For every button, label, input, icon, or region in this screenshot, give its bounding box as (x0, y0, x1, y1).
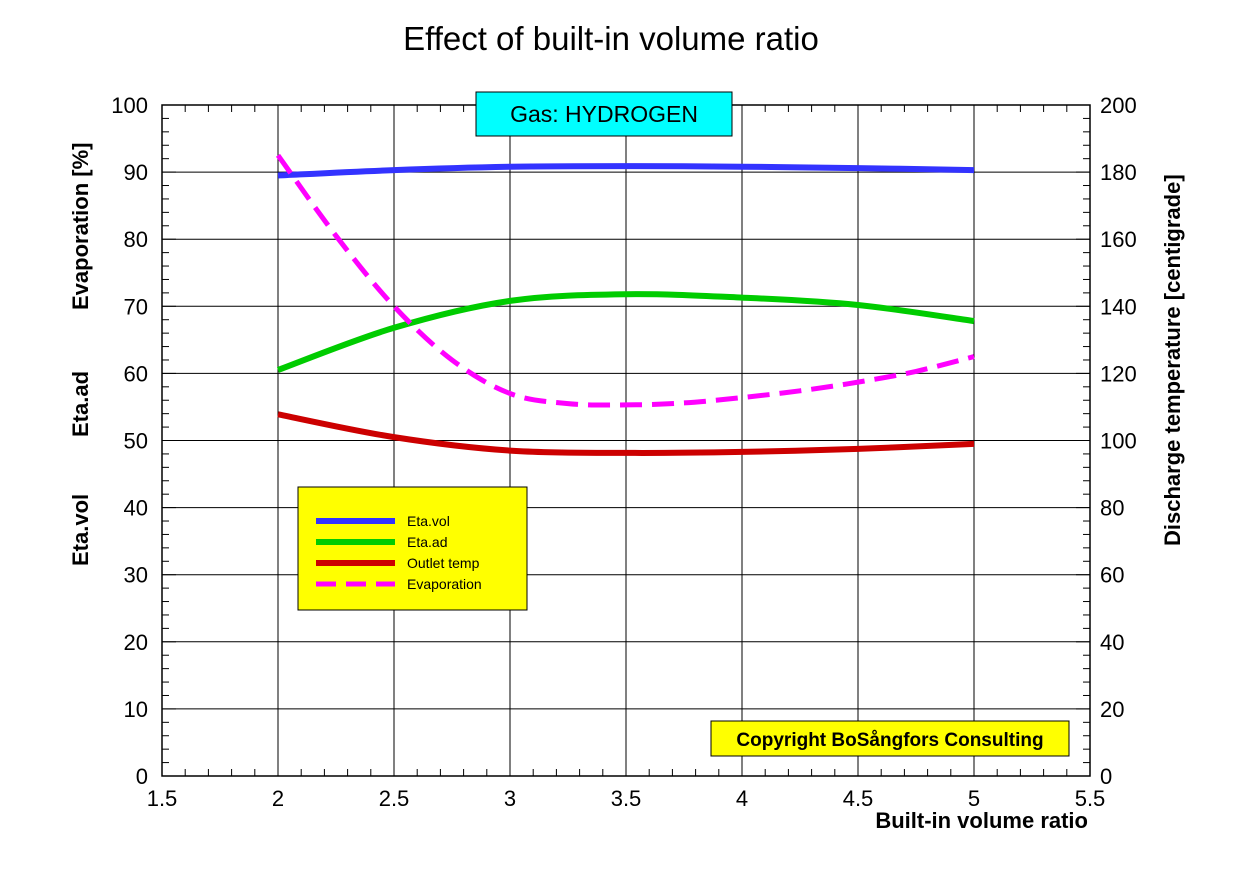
series-line-outlet-temp (277, 411, 975, 456)
legend-label-outlet-temp: Outlet temp (407, 555, 480, 571)
y-right-tick-label: 20 (1100, 697, 1124, 722)
y-right-tick-label: 0 (1100, 764, 1112, 789)
copyright-label: Copyright BoSångfors Consulting (736, 730, 1043, 751)
x-tick-label: 5.5 (1075, 786, 1106, 811)
y-left-tick-label: 40 (124, 496, 148, 521)
plot-lines (275, 153, 975, 456)
y-axis-label-evaporation: Evaporation [%] (68, 143, 93, 310)
y-axis-label-eta-vol: Eta.vol (68, 494, 93, 566)
x-tick-label: 2.5 (379, 786, 410, 811)
y-left-tick-label: 70 (124, 294, 148, 319)
y-right-tick-label: 80 (1100, 496, 1124, 521)
y-left-tick-label: 80 (124, 227, 148, 252)
x-axis-label: Built-in volume ratio (875, 808, 1088, 833)
y-left-tick-label: 60 (124, 361, 148, 386)
grid (162, 105, 1090, 776)
x-tick-label: 3 (504, 786, 516, 811)
tick-labels: 1.5 2 2.5 3 3.5 4 4.5 5 5.5010203040506070809010… (111, 93, 1136, 811)
y-left-tick-label: 30 (124, 563, 148, 588)
y-right-tick-label: 200 (1100, 93, 1137, 118)
y-left-tick-label: 10 (124, 697, 148, 722)
x-tick-label: 4 (736, 786, 748, 811)
y-right-tick-label: 120 (1100, 361, 1137, 386)
y-left-tick-label: 90 (124, 160, 148, 185)
y-right-tick-label: 40 (1100, 630, 1124, 655)
x-tick-label: 1.5 (147, 786, 178, 811)
series-line-evaporation (275, 153, 975, 408)
y-left-tick-label: 100 (111, 93, 148, 118)
y-left-tick-label: 0 (136, 764, 148, 789)
legend-label-evaporation: Evaporation (407, 576, 482, 592)
gas-label-box: Gas: HYDROGEN (475, 91, 733, 137)
y-axis-label-eta-ad: Eta.ad (68, 371, 93, 437)
x-tick-label: 4.5 (843, 786, 874, 811)
ticks (161, 104, 1091, 777)
y-right-tick-label: 180 (1100, 160, 1137, 185)
x-tick-label: 3.5 (611, 786, 642, 811)
gas-label: Gas: HYDROGEN (510, 101, 698, 127)
y-right-tick-label: 60 (1100, 563, 1124, 588)
x-tick-label: 5 (968, 786, 980, 811)
legend-label-eta-vol: Eta.vol (407, 513, 450, 529)
y-left-tick-label: 50 (124, 429, 148, 454)
legend-label-eta-ad: Eta.ad (407, 534, 447, 550)
y-right-tick-label: 140 (1100, 294, 1137, 319)
series-line-eta-vol (277, 163, 975, 179)
y-right-tick-label: 160 (1100, 227, 1137, 252)
y-left-tick-label: 20 (124, 630, 148, 655)
y-right-tick-label: 100 (1100, 429, 1137, 454)
series-line-eta-ad (276, 291, 975, 373)
y-axis-label-right: Discharge temperature [centigrade] (1160, 174, 1185, 546)
x-tick-label: 2 (272, 786, 284, 811)
chart-title: Effect of built-in volume ratio (403, 20, 819, 57)
copyright-box: Copyright BoSångfors Consulting (710, 720, 1070, 757)
legend: Eta.vol Eta.ad Outlet temp Evaporation (297, 486, 528, 611)
